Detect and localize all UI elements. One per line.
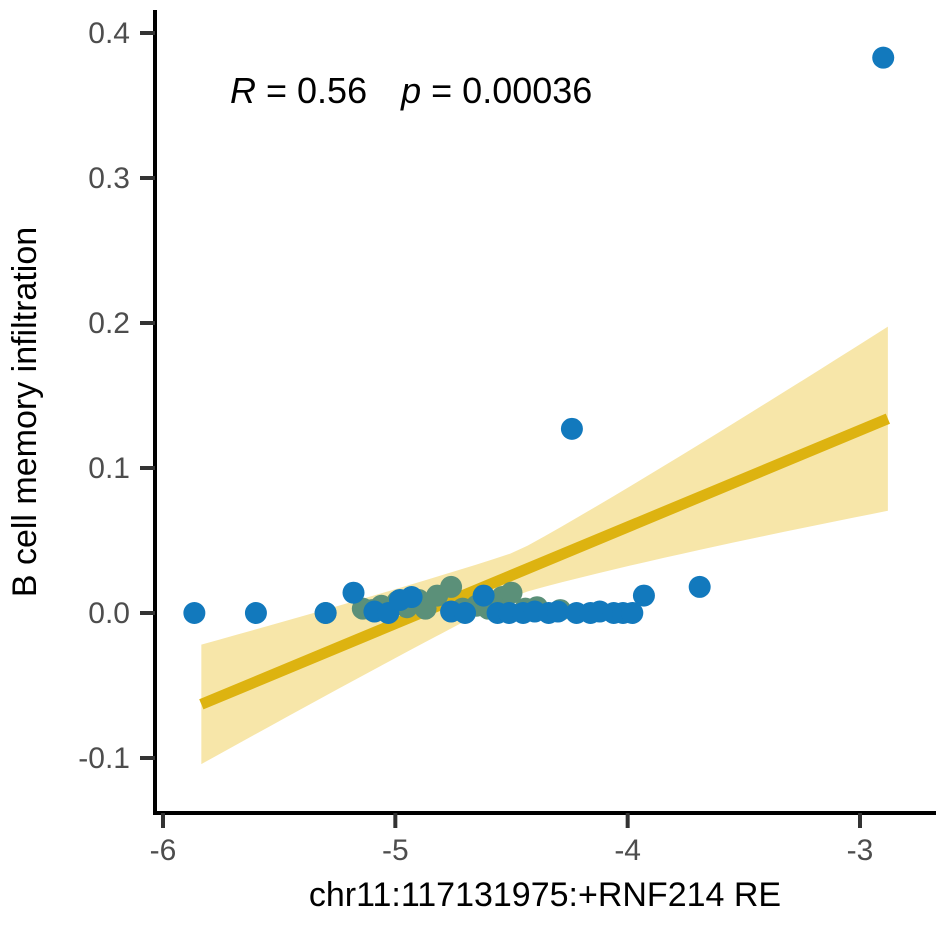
data-point xyxy=(872,46,895,69)
y-tick-label: 0.2 xyxy=(88,307,130,340)
x-tick-label: -6 xyxy=(150,834,177,867)
y-tick-label: 0.3 xyxy=(88,162,130,195)
data-point xyxy=(183,602,206,624)
x-axis-ticks: -6 -5 -4 -3 xyxy=(150,813,874,867)
data-point xyxy=(440,575,463,598)
y-tick-label: -0.1 xyxy=(78,742,130,775)
data-point xyxy=(472,584,495,607)
y-axis-ticks: -0.1 0.0 0.1 0.2 0.3 0.4 xyxy=(78,17,155,775)
data-point xyxy=(560,417,583,440)
confidence-band-area xyxy=(201,326,888,765)
data-point xyxy=(244,602,267,624)
x-axis-title: chr11:117131975:+RNF214 RE xyxy=(309,876,781,914)
x-tick-label: -4 xyxy=(614,834,641,867)
axes-group xyxy=(153,10,936,815)
data-point xyxy=(400,586,423,609)
y-tick-label: 0.4 xyxy=(88,17,130,50)
y-axis-title: B cell memory infiltration xyxy=(6,227,44,597)
data-points-blue xyxy=(183,46,895,624)
data-point xyxy=(342,581,365,604)
y-tick-label: 0.0 xyxy=(88,597,130,630)
correlation-annotation: R = 0.56 p = 0.00036 xyxy=(230,70,592,111)
data-point xyxy=(314,602,337,624)
data-point xyxy=(621,602,644,624)
data-point xyxy=(500,581,523,604)
data-point xyxy=(688,575,711,598)
data-point xyxy=(546,600,569,623)
annotation-p-equals: = xyxy=(421,70,462,111)
annotation-p-symbol: p xyxy=(400,70,421,111)
annotation-r-value: 0.56 xyxy=(297,70,367,111)
regression-line xyxy=(199,413,890,710)
data-point xyxy=(632,584,655,607)
data-point xyxy=(454,602,477,624)
annotation-r-symbol: R xyxy=(230,70,256,111)
x-tick-label: -3 xyxy=(847,834,874,867)
annotation-p-value: 0.00036 xyxy=(462,70,592,111)
annotation-r-equals: = xyxy=(256,70,297,111)
y-tick-label: 0.1 xyxy=(88,452,130,485)
x-tick-label: -5 xyxy=(382,834,409,867)
